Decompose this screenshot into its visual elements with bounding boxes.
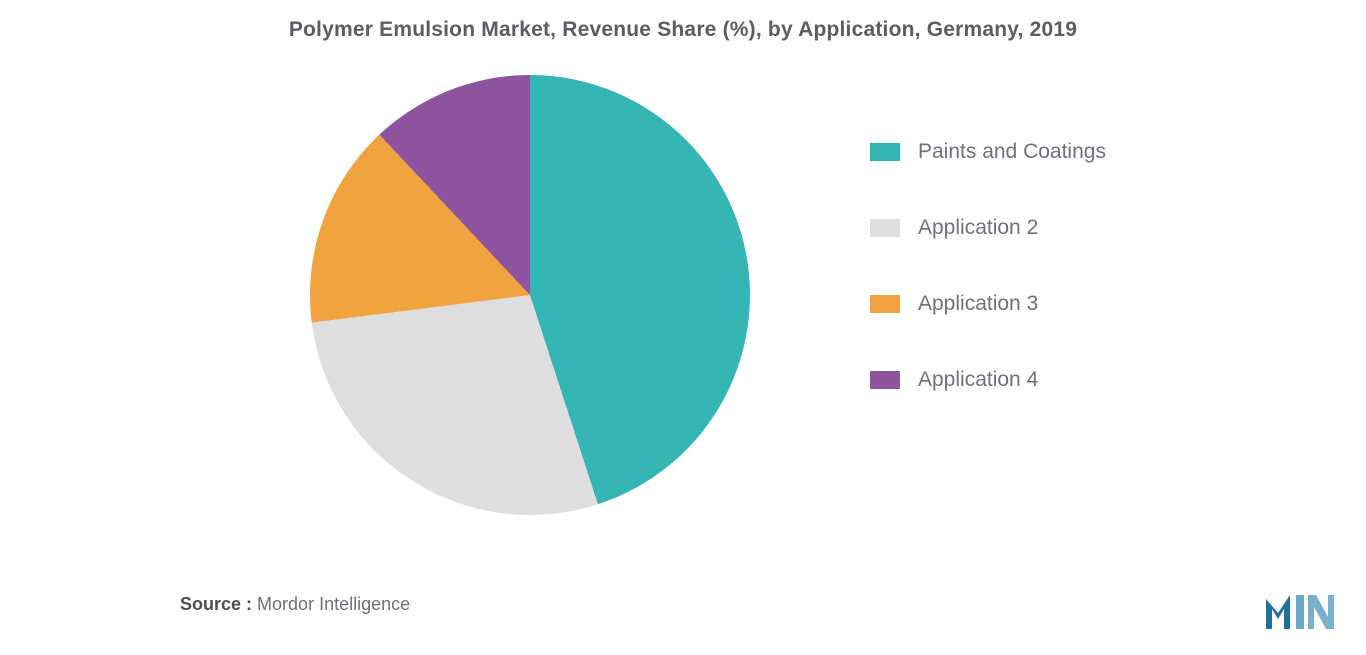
legend-item: Application 2 (870, 216, 1106, 240)
legend-item: Paints and Coatings (870, 140, 1106, 164)
pie-chart (310, 75, 750, 515)
legend-item: Application 4 (870, 368, 1106, 392)
legend-swatch (870, 295, 900, 313)
legend-label: Application 4 (918, 368, 1038, 392)
legend-item: Application 3 (870, 292, 1106, 316)
chart-container: Polymer Emulsion Market, Revenue Share (… (0, 0, 1366, 655)
legend: Paints and Coatings Application 2 Applicat… (870, 140, 1106, 392)
pie-graphic (310, 75, 750, 515)
legend-label: Application 3 (918, 292, 1038, 316)
source-text: Mordor Intelligence (257, 594, 410, 614)
mordor-logo (1264, 589, 1334, 633)
legend-swatch (870, 143, 900, 161)
chart-title: Polymer Emulsion Market, Revenue Share (… (0, 18, 1366, 42)
source-line: Source : Mordor Intelligence (180, 594, 410, 615)
legend-swatch (870, 219, 900, 237)
legend-label: Paints and Coatings (918, 140, 1106, 164)
legend-swatch (870, 371, 900, 389)
source-label: Source : (180, 594, 252, 614)
legend-label: Application 2 (918, 216, 1038, 240)
